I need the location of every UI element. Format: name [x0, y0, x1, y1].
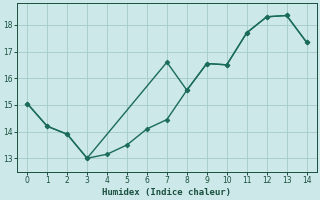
- X-axis label: Humidex (Indice chaleur): Humidex (Indice chaleur): [102, 188, 231, 197]
